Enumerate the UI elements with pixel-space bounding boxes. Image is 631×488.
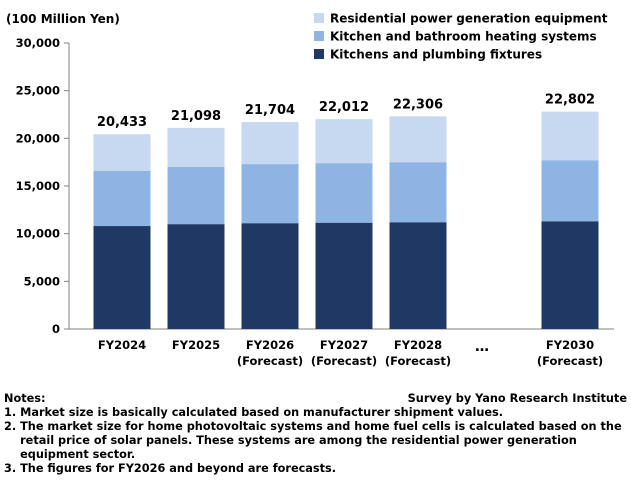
axes: 0 5,000 10,000 15,000 20,000 25,000 30,000 (16, 36, 614, 336)
notes-list: 1. Market size is basically calculated b… (4, 406, 628, 476)
bar-segment (389, 222, 447, 329)
note-item: 2. The market size for home photovoltaic… (4, 420, 628, 462)
bar-total-label: 22,306 (393, 97, 443, 112)
y-tick-label: 0 (52, 322, 60, 336)
legend-swatch (314, 31, 324, 41)
bar-segment (93, 134, 151, 171)
x-tick-label: (Forecast) (237, 354, 303, 368)
y-tick-label: 25,000 (16, 84, 60, 98)
bar-total-label: 22,012 (319, 100, 369, 115)
y-tick-label: 30,000 (16, 36, 60, 50)
bar-segment (241, 164, 299, 224)
legend-swatch (314, 49, 324, 59)
note-number: 2. (4, 420, 21, 433)
x-tick-label: FY2030 (546, 338, 594, 352)
x-tick-label: FY2024 (98, 338, 146, 352)
bar-segment (167, 127, 225, 167)
bar-segment (167, 224, 225, 329)
x-tick-label: FY2026 (246, 338, 294, 352)
bar-total-label: 22,802 (545, 93, 595, 108)
legend-swatch (314, 13, 324, 23)
y-tick-label: 5,000 (24, 274, 60, 288)
stacked-bar-chart: (100 Million Yen) Residential power gene… (6, 12, 614, 368)
note-number: 3. (4, 462, 21, 475)
bar-segment (541, 111, 599, 161)
bar-segment (315, 119, 373, 164)
note-item: 3. The figures for FY2026 and beyond are… (4, 462, 628, 476)
note-text: The market size for home photovoltaic sy… (20, 420, 622, 461)
y-axis-unit-label: (100 Million Yen) (6, 12, 120, 26)
x-tick-label: … (475, 339, 489, 355)
bar-segment (541, 221, 599, 329)
bars (93, 111, 599, 329)
notes: Notes: 1. Market size is basically calcu… (4, 392, 628, 476)
bar-segment (167, 166, 225, 225)
y-tick-label: 15,000 (16, 179, 60, 193)
notes-heading: Notes: (4, 392, 46, 405)
bar-segment (389, 162, 447, 223)
bar-total-label: 20,433 (97, 115, 147, 130)
bar-total-label: 21,098 (171, 109, 221, 124)
note-number: 1. (4, 406, 21, 419)
bar-segment (541, 160, 599, 222)
x-tick-label: FY2025 (172, 338, 220, 352)
note-text: The figures for FY2026 and beyond are fo… (20, 462, 337, 475)
bar-segment (241, 223, 299, 329)
y-tick-label: 20,000 (16, 131, 60, 145)
legend-label: Kitchen and bathroom heating systems (330, 30, 597, 44)
bar-segment (93, 170, 151, 227)
x-tick-label: (Forecast) (385, 354, 451, 368)
legend: Residential power generation equipment Ki… (314, 12, 608, 62)
source-credit: Survey by Yano Research Institute (407, 392, 627, 405)
note-text: Market size is basically calculated base… (20, 406, 504, 419)
bar-segment (315, 222, 373, 329)
legend-label: Kitchens and plumbing fixtures (330, 48, 542, 62)
bar-segment (315, 163, 373, 223)
x-tick-label: (Forecast) (537, 354, 603, 368)
labels: 20,433 FY2024 21,098 FY2025 21,704 FY2026 (For… (97, 93, 603, 368)
bar-segment (93, 226, 151, 329)
note-item: 1. Market size is basically calculated b… (4, 406, 628, 420)
y-tick-label: 10,000 (16, 227, 60, 241)
x-tick-label: FY2027 (320, 338, 368, 352)
bar-segment (389, 116, 447, 163)
bar-total-label: 21,704 (245, 103, 295, 118)
bar-segment (241, 122, 299, 165)
legend-label: Residential power generation equipment (330, 12, 608, 26)
x-tick-label: (Forecast) (311, 354, 377, 368)
x-tick-label: FY2028 (394, 338, 442, 352)
